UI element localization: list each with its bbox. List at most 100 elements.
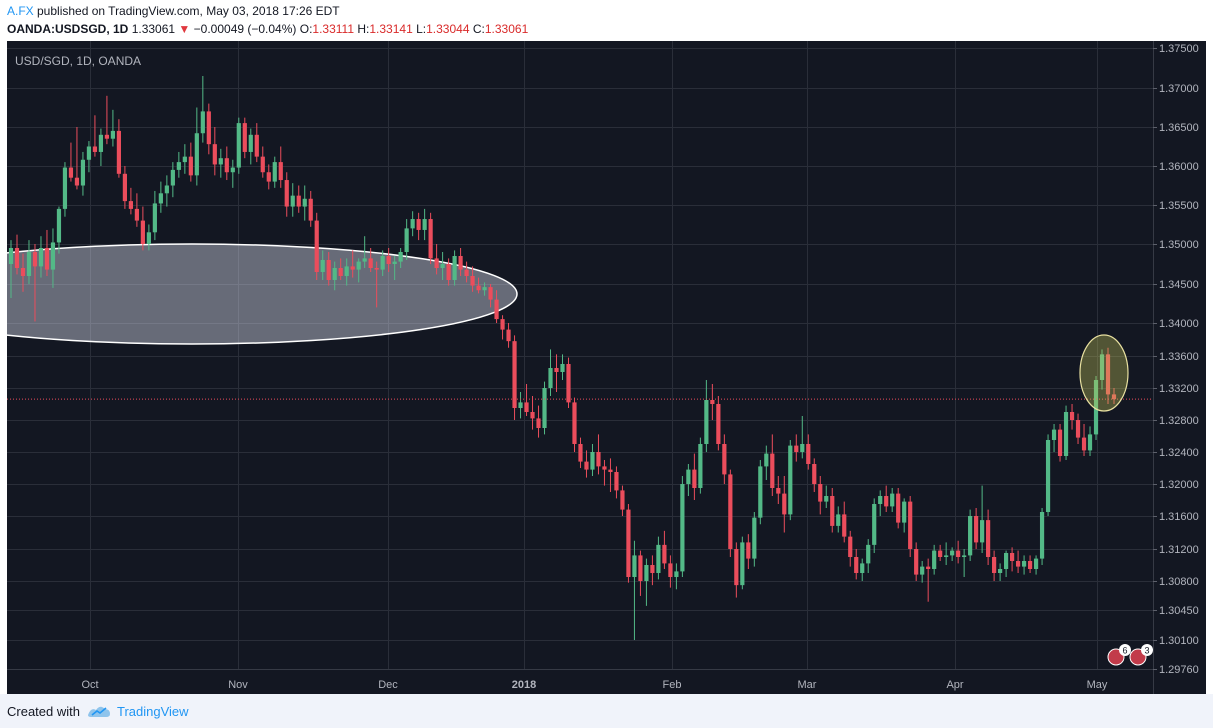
candle[interactable] xyxy=(866,539,871,573)
candle[interactable] xyxy=(56,206,62,254)
candle[interactable] xyxy=(182,144,187,174)
candle[interactable] xyxy=(314,212,319,280)
candle[interactable] xyxy=(464,261,469,283)
candle[interactable] xyxy=(620,485,625,516)
candle[interactable] xyxy=(50,228,56,288)
candle[interactable] xyxy=(998,563,1003,581)
candle[interactable] xyxy=(500,315,505,340)
candle[interactable] xyxy=(428,212,433,264)
candle[interactable] xyxy=(452,250,457,286)
candle[interactable] xyxy=(260,146,265,178)
candle[interactable] xyxy=(572,397,577,452)
candle[interactable] xyxy=(1033,555,1039,575)
candle[interactable] xyxy=(410,211,415,237)
candle[interactable] xyxy=(170,162,175,198)
candle[interactable] xyxy=(1009,547,1015,572)
candle[interactable] xyxy=(68,142,74,182)
candle[interactable] xyxy=(644,558,649,606)
candle[interactable] xyxy=(752,512,757,567)
candle[interactable] xyxy=(920,561,925,583)
candle[interactable] xyxy=(128,187,133,215)
candle[interactable] xyxy=(416,212,421,241)
candle[interactable] xyxy=(734,542,739,598)
candle[interactable] xyxy=(686,464,691,496)
candle[interactable] xyxy=(302,185,307,221)
candle[interactable] xyxy=(1063,405,1069,460)
candle[interactable] xyxy=(656,536,661,580)
candle[interactable] xyxy=(614,466,619,499)
candle[interactable] xyxy=(362,236,367,268)
candle[interactable] xyxy=(1105,347,1111,404)
candle[interactable] xyxy=(926,558,931,602)
candle[interactable] xyxy=(800,416,805,459)
price-chart[interactable]: 1.37500 1.37000 1.36500 1.36000 1.35500 1.350… xyxy=(7,41,1206,694)
candle[interactable] xyxy=(626,504,631,583)
candle[interactable] xyxy=(62,162,68,217)
candle[interactable] xyxy=(266,164,271,190)
candle[interactable] xyxy=(590,444,595,476)
candle[interactable] xyxy=(98,128,104,166)
candle[interactable] xyxy=(506,323,511,348)
candle[interactable] xyxy=(272,156,277,188)
candle[interactable] xyxy=(308,190,313,227)
candle[interactable] xyxy=(662,530,667,569)
candle[interactable] xyxy=(332,261,337,291)
candle[interactable] xyxy=(668,555,673,588)
candle[interactable] xyxy=(728,469,733,557)
candle[interactable] xyxy=(320,250,325,280)
candle[interactable] xyxy=(224,146,229,181)
candle[interactable] xyxy=(578,437,583,468)
candle[interactable] xyxy=(380,250,385,276)
candle[interactable] xyxy=(1081,424,1087,456)
candle[interactable] xyxy=(890,488,895,512)
candle[interactable] xyxy=(188,142,193,182)
candle[interactable] xyxy=(980,485,985,553)
candle[interactable] xyxy=(152,190,157,241)
candle[interactable] xyxy=(230,159,235,188)
candle[interactable] xyxy=(872,498,877,553)
candle[interactable] xyxy=(236,117,241,174)
candle[interactable] xyxy=(884,485,889,512)
candle[interactable] xyxy=(218,148,223,178)
candle[interactable] xyxy=(344,258,349,286)
candle[interactable] xyxy=(566,357,571,408)
highlight-ellipse[interactable] xyxy=(1079,334,1129,412)
candle[interactable] xyxy=(32,244,38,322)
candle[interactable] xyxy=(20,253,26,292)
candle[interactable] xyxy=(764,445,769,480)
event-badges[interactable]: 6 3 xyxy=(1107,644,1153,666)
candle[interactable] xyxy=(248,128,253,165)
candle[interactable] xyxy=(446,258,451,286)
candle[interactable] xyxy=(470,266,475,292)
candle[interactable] xyxy=(74,127,80,190)
time-axis[interactable]: Oct Nov Dec 2018 Feb Mar Apr May xyxy=(81,679,1107,691)
candle[interactable] xyxy=(956,540,961,564)
candle[interactable] xyxy=(830,488,835,533)
candle[interactable] xyxy=(788,440,793,521)
candle[interactable] xyxy=(14,234,20,275)
candle[interactable] xyxy=(134,193,139,227)
candle[interactable] xyxy=(932,544,937,575)
candle[interactable] xyxy=(848,530,853,567)
candle[interactable] xyxy=(338,258,343,280)
author-link[interactable]: A.FX xyxy=(7,4,34,18)
candle[interactable] xyxy=(1051,424,1057,452)
candle[interactable] xyxy=(740,536,745,590)
candle[interactable] xyxy=(854,549,859,580)
candle[interactable] xyxy=(86,141,92,173)
candle[interactable] xyxy=(710,384,715,420)
candle[interactable] xyxy=(146,224,151,251)
candle[interactable] xyxy=(944,542,949,565)
candle[interactable] xyxy=(650,555,655,586)
candle[interactable] xyxy=(194,107,199,186)
candle[interactable] xyxy=(824,485,829,508)
candle[interactable] xyxy=(1045,434,1051,516)
candle[interactable] xyxy=(1093,376,1099,440)
candle[interactable] xyxy=(680,476,685,577)
candle[interactable] xyxy=(110,109,116,147)
candle[interactable] xyxy=(536,405,541,438)
candle[interactable] xyxy=(902,498,907,533)
candle[interactable] xyxy=(440,252,445,280)
candle[interactable] xyxy=(422,208,427,241)
candle[interactable] xyxy=(968,509,973,561)
